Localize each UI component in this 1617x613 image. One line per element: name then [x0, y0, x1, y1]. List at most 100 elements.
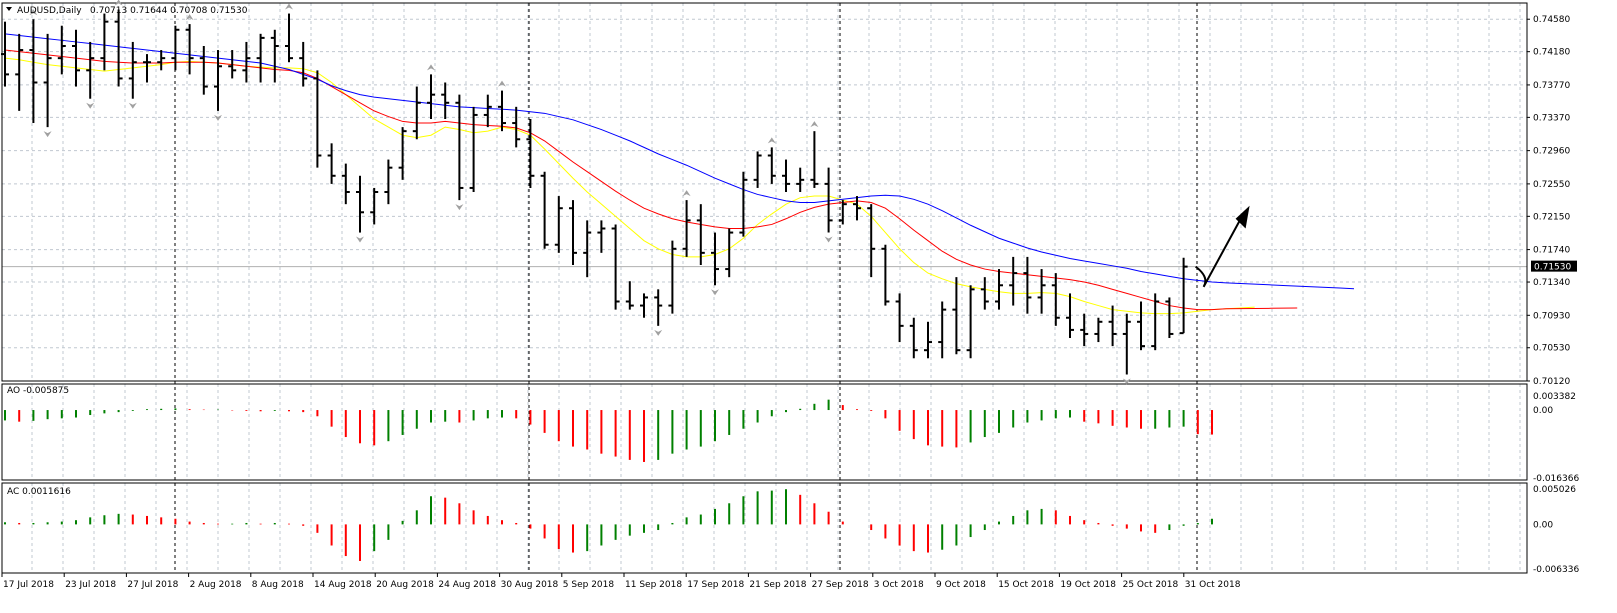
price-bar [441, 82, 450, 119]
price-bar [654, 289, 663, 326]
price-bar [1066, 293, 1074, 339]
price-bar [1009, 256, 1018, 306]
price-bar [938, 301, 947, 359]
x-tick-label: 11 Sep 2018 [625, 580, 682, 590]
price-bar [72, 29, 80, 87]
x-tick-label: 17 Jul 2018 [3, 580, 54, 590]
price-bar [782, 159, 790, 192]
fractal-down-icon [711, 289, 719, 296]
price-bar [1, 21, 9, 87]
fractal-up-icon [285, 3, 293, 10]
fractal-up-icon [767, 137, 776, 144]
ao-tick-label: -0.016366 [1533, 474, 1579, 484]
y-tick-label: 0.70120 [1533, 377, 1570, 387]
price-bar [952, 277, 961, 355]
price-bar [1165, 297, 1174, 339]
price-bar [796, 167, 805, 192]
price-bar [398, 127, 407, 180]
price-bar [1179, 257, 1188, 335]
price-bar [767, 147, 776, 184]
x-tick-label: 21 Sep 2018 [749, 580, 806, 590]
symbol-label: AUDUSD,Daily [17, 6, 82, 16]
price-badge [1531, 260, 1577, 272]
price-bar [739, 171, 748, 237]
price-bar [185, 24, 194, 75]
x-tick-label: 20 Aug 2018 [376, 580, 434, 590]
price-bars [1, 0, 1188, 385]
price-bar [384, 159, 393, 205]
price-bar [668, 240, 677, 314]
x-tick-label: 25 Oct 2018 [1123, 580, 1179, 590]
chart-header: AUDUSD,Daily 0.70713 0.71644 0.70708 0.7… [6, 6, 248, 16]
x-tick-label: 14 Aug 2018 [314, 580, 372, 590]
price-bar [57, 25, 66, 75]
price-bar [725, 228, 734, 278]
price-bar [966, 285, 975, 359]
price-bar [895, 293, 904, 343]
x-tick-label: 8 Aug 2018 [252, 580, 304, 590]
y-tick-label: 0.71340 [1533, 278, 1570, 288]
price-bar [228, 50, 237, 79]
y-tick-label: 0.70930 [1533, 311, 1570, 321]
y-tick-label: 0.74580 [1533, 15, 1570, 25]
y-tick-label: 0.71740 [1533, 246, 1570, 256]
price-bar [540, 171, 549, 249]
ao-tick-label: 0.003382 [1533, 392, 1576, 402]
fractal-down-icon [1122, 378, 1131, 385]
price-bar [498, 90, 506, 132]
price-bar [1137, 301, 1145, 351]
fractal-down-icon [455, 204, 464, 211]
ac-tick-label: -0.006336 [1533, 565, 1579, 575]
panel-frame [1, 383, 1528, 481]
fractal-down-icon [43, 131, 52, 138]
price-bar [412, 86, 421, 140]
fractal-up-icon [427, 64, 435, 71]
price-bar [242, 41, 251, 83]
price-bar [1151, 293, 1160, 351]
price-bar [370, 187, 379, 225]
price-bar [995, 269, 1003, 310]
price-bar [569, 200, 577, 266]
y-tick-label: 0.70530 [1533, 344, 1570, 354]
y-axis-labels: 0.74580 0.74180 0.73770 0.73370 0.72960 0.725… [1527, 15, 1579, 575]
panel-frames [1, 2, 1528, 574]
y-tick-label: 0.72960 [1533, 147, 1570, 157]
price-bar [625, 281, 634, 310]
price-bar [256, 33, 265, 83]
price-bar [199, 45, 208, 95]
x-tick-label: 15 Oct 2018 [998, 580, 1054, 590]
price-bar [327, 143, 336, 184]
price-bar [1080, 313, 1089, 347]
price-bar [341, 163, 350, 205]
price-bar [711, 232, 719, 286]
moving-averages [4, 33, 1355, 315]
y-tick-label: 0.72150 [1533, 212, 1570, 222]
ac-title: AC 0.0011616 [7, 487, 71, 497]
price-bar [313, 70, 322, 168]
ac-tick-label: 0.00 [1533, 520, 1553, 530]
x-tick-label: 3 Oct 2018 [874, 580, 924, 590]
price-bar [1023, 256, 1032, 314]
x-tick-label: 27 Sep 2018 [812, 580, 869, 590]
price-bar [455, 94, 464, 201]
ao-tick-label: 0.00 [1533, 406, 1553, 416]
ao-histogram [4, 399, 1213, 462]
x-tick-label: 17 Sep 2018 [687, 580, 744, 590]
x-tick-label: 9 Oct 2018 [936, 580, 986, 590]
price-bar [469, 106, 478, 192]
price-bar [853, 196, 861, 221]
collapse-triangle-icon[interactable] [6, 7, 12, 11]
x-axis-labels: 17 Jul 2018 23 Jul 2018 27 Jul 2018 2 Aug 2… [1, 573, 1241, 590]
fractal-up-icon [29, 9, 38, 16]
price-bar [270, 29, 279, 83]
x-tick-label: 30 Aug 2018 [501, 580, 559, 590]
price-bar [810, 131, 819, 188]
forecast-arrow-head [1235, 205, 1250, 229]
fractal-up-icon [682, 190, 691, 197]
fractal-down-icon [214, 114, 222, 121]
price-bar [824, 167, 833, 233]
y-tick-label: 0.73370 [1533, 113, 1570, 123]
price-bar [597, 220, 606, 253]
ao-title: AO -0.005875 [7, 386, 69, 396]
